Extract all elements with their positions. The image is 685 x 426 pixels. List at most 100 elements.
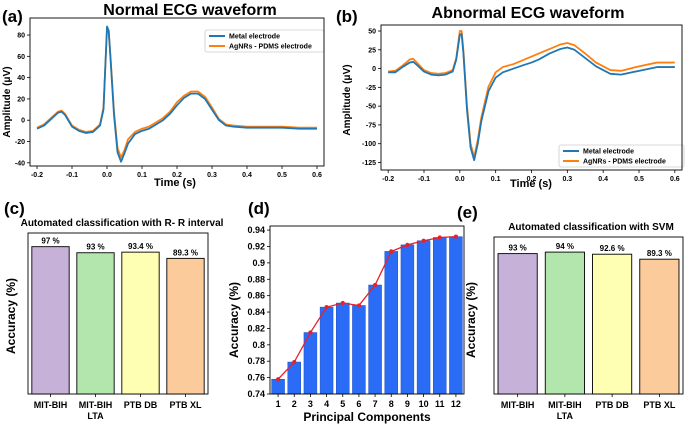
chart-d-plot: 1 2 3 4 5 6 7 8 9 10 11 120.740.760.780.80.820.840.… <box>247 225 465 409</box>
chart-d-ytick-label: 0.76 <box>247 373 265 383</box>
chart-d-bar <box>368 284 382 395</box>
chart-b-ytick-label: -75 <box>366 122 376 129</box>
chart-c-value-label: 89.3 % <box>173 248 198 257</box>
chart-e-frame <box>493 236 684 395</box>
chart-d-ytick-label: 0.94 <box>247 225 265 235</box>
chart-a-ytick-label: 20 <box>17 96 25 103</box>
chart-b-legend: Metal electrode AgNRs - PDMS electrode <box>558 144 685 168</box>
chart-b-xtick-label: 0.0 <box>455 176 465 183</box>
chart-d-category-label: 1 <box>276 399 281 409</box>
chart-a-ytick-label: 40 <box>17 75 25 82</box>
chart-d-category-label: 3 <box>308 399 313 409</box>
chart-a-xtick-label: 0.6 <box>312 172 322 179</box>
chart-e-category-label: PTB DB <box>595 400 629 410</box>
chart-b-xtick-label: 0.2 <box>527 176 537 183</box>
chart-c-category-label: MIT-BIH <box>79 400 113 410</box>
chart-e-bar <box>592 253 633 395</box>
chart-c-value-label: 93.4 % <box>128 242 153 251</box>
chart-d-category-label: 11 <box>435 399 445 409</box>
chart-c-ylabel: Accuracy (%) <box>4 278 18 354</box>
chart-d-category-label: 10 <box>419 399 429 409</box>
chart-e-value-label: 93 % <box>509 244 527 253</box>
chart-c-category-label: LTA <box>87 411 104 421</box>
chart-d-category-label: 4 <box>324 399 329 409</box>
chart-a-ytick-label: 80 <box>17 33 25 40</box>
chart-b-xtick-label: -0.2 <box>382 176 394 183</box>
chart-d-ytick-label: 0.86 <box>247 291 265 301</box>
chart-d-trend-point <box>340 300 345 306</box>
chart-b-xlabel: Time (s) <box>510 178 552 190</box>
chart-a-xtick-label: -0.2 <box>31 172 43 179</box>
chart-c-category-label: PTB XL <box>169 400 202 410</box>
chart-d-category-label: 7 <box>373 399 378 409</box>
chart-d-bar <box>416 240 431 395</box>
chart-d-trend-point <box>275 377 281 382</box>
chart-a-ylabel: Amplitude (μV) <box>2 66 13 137</box>
chart-a-xlabel: Time (s) <box>154 177 196 189</box>
chart-a-title: Normal ECG waveform <box>103 2 276 19</box>
chart-d-trend-point <box>356 303 362 308</box>
chart-d-trend-point <box>421 238 426 243</box>
chart-e-bar <box>544 251 585 395</box>
legend-b-agnr-label: AgNRs - PDMS electrode <box>583 159 666 166</box>
chart-d-category-label: 5 <box>340 399 345 409</box>
chart-d-trend-point <box>308 330 313 335</box>
chart-e-category-label: LTA <box>557 411 574 421</box>
chart-b-ytick-label: 0 <box>372 66 376 73</box>
chart-d-bar <box>336 302 350 395</box>
chart-d-category-label: 12 <box>451 399 461 409</box>
chart-d-bar <box>449 236 463 395</box>
chart-b-ytick-label: 50 <box>368 29 376 36</box>
chart-c-category-label: PTB DB <box>124 400 158 410</box>
chart-d-ytick-label: 0.78 <box>247 356 265 366</box>
chart-d-trend-point <box>292 359 297 365</box>
chart-a-ytick-label: -40 <box>15 160 25 167</box>
chart-d-trend-line <box>277 236 456 380</box>
chart-d-category-label: 9 <box>405 399 410 409</box>
chart-b-xtick-label: 0.1 <box>491 176 501 183</box>
chart-b-ytick-label: 25 <box>368 47 376 54</box>
chart-d-frame <box>269 225 465 395</box>
chart-a-xtick-label: 0.2 <box>172 172 182 179</box>
chart-a-xtick-label: 0.4 <box>242 172 252 179</box>
chart-a-ytick-label: -20 <box>15 139 25 146</box>
panel-label-b: (b) <box>336 7 358 26</box>
chart-c-bar <box>121 251 160 395</box>
chart-b-xtick-label: 0.3 <box>562 176 572 183</box>
chart-a-series-metal-line <box>36 25 317 163</box>
chart-e-category-label: MIT-BIH <box>501 400 535 410</box>
chart-d-trend-point <box>372 282 378 288</box>
panel-label-e: (e) <box>457 203 478 222</box>
chart-a-xtick-label: 0.3 <box>207 172 217 179</box>
chart-b-plot: -0.2 -0.1 0.0 0.1 0.2 0.3 0.4 0.5 0.6 -125 -100 -75… <box>362 24 683 183</box>
chart-d-ytick-label: 0.84 <box>247 307 265 317</box>
chart-d-bar <box>352 305 366 395</box>
chart-d-ytick-label: 0.74 <box>247 389 265 399</box>
chart-c-bar <box>31 246 70 395</box>
chart-a-ytick-label: 0 <box>21 118 25 125</box>
chart-b-xtick-label: 0.6 <box>670 176 680 183</box>
chart-a-xtick-label: 0.5 <box>277 172 287 179</box>
chart-d-ytick-label: 0.92 <box>247 241 265 251</box>
chart-e-title: Automated classification with SVM <box>508 222 674 233</box>
legend-b-metal-label: Metal electrode <box>583 149 634 156</box>
chart-d-category-label: 8 <box>389 399 394 409</box>
chart-a-xtick-label: 0.0 <box>102 172 112 179</box>
chart-e-value-label: 92.6 % <box>600 244 625 253</box>
panel-label-d: (d) <box>248 199 270 218</box>
chart-d-bar <box>319 306 334 395</box>
chart-b-ytick-label: -125 <box>362 160 376 167</box>
chart-b-xtick-label: 0.5 <box>634 176 644 183</box>
chart-e-bar <box>639 258 680 395</box>
chart-d-xlabel: Principal Components <box>303 410 431 424</box>
chart-d-trend-point <box>389 249 394 254</box>
chart-e-category-label: PTB XL <box>643 400 676 410</box>
chart-d-ytick-label: 0.88 <box>247 274 265 284</box>
chart-d-trend-point <box>437 235 442 240</box>
chart-b-ytick-label: -25 <box>366 85 376 92</box>
chart-b-ytick-label: -100 <box>362 141 376 148</box>
chart-b-series-metal-line <box>388 33 675 162</box>
